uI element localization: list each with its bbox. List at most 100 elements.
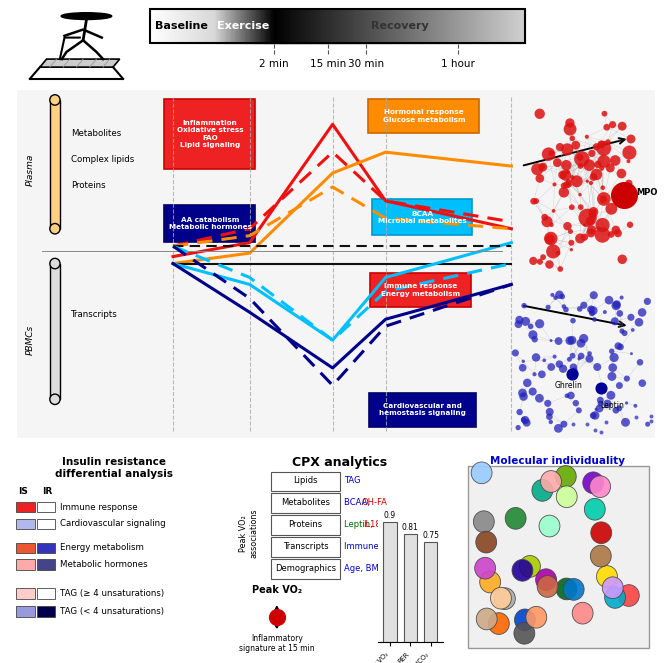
Bar bbox=[266, 9, 267, 43]
Bar bbox=[150, 9, 525, 43]
Bar bbox=[449, 9, 450, 43]
Bar bbox=[299, 9, 300, 43]
Point bbox=[587, 308, 597, 319]
Bar bbox=[483, 9, 484, 43]
Bar bbox=[346, 9, 348, 43]
Point bbox=[567, 335, 577, 345]
Point bbox=[561, 304, 571, 315]
Point bbox=[559, 187, 569, 198]
Bar bbox=[233, 9, 235, 43]
Text: Energy metabolism: Energy metabolism bbox=[60, 543, 144, 552]
Bar bbox=[515, 9, 517, 43]
Text: Peak VO₂
associations: Peak VO₂ associations bbox=[239, 509, 259, 558]
Circle shape bbox=[526, 607, 547, 628]
Point bbox=[562, 221, 573, 231]
Bar bbox=[336, 9, 338, 43]
Point bbox=[528, 256, 539, 267]
Bar bbox=[17, 502, 35, 512]
Bar bbox=[439, 9, 440, 43]
Point bbox=[634, 357, 645, 367]
Point bbox=[522, 377, 533, 388]
Text: Inflammatory
signature at 15 min: Inflammatory signature at 15 min bbox=[239, 634, 315, 653]
Point bbox=[569, 365, 580, 375]
Circle shape bbox=[473, 511, 494, 532]
Point bbox=[271, 612, 282, 623]
Point bbox=[595, 398, 606, 408]
Point bbox=[616, 168, 626, 179]
Bar bbox=[37, 606, 55, 617]
Bar bbox=[517, 9, 518, 43]
Bar bbox=[419, 9, 420, 43]
Text: Proteins: Proteins bbox=[71, 181, 106, 190]
Point bbox=[546, 362, 557, 373]
Bar bbox=[305, 9, 306, 43]
Bar bbox=[485, 9, 487, 43]
Point bbox=[589, 314, 600, 325]
Bar bbox=[467, 466, 649, 648]
Point bbox=[591, 169, 602, 180]
Bar bbox=[384, 9, 385, 43]
Point bbox=[606, 229, 616, 240]
Point bbox=[602, 398, 612, 409]
Bar bbox=[50, 100, 60, 229]
Point bbox=[545, 234, 555, 245]
Bar bbox=[185, 9, 186, 43]
Point bbox=[624, 147, 634, 158]
Bar bbox=[442, 9, 443, 43]
Point bbox=[546, 148, 557, 158]
Bar bbox=[345, 9, 346, 43]
Point bbox=[552, 157, 563, 168]
Point bbox=[589, 211, 599, 221]
Bar bbox=[487, 9, 488, 43]
Bar bbox=[375, 9, 376, 43]
Bar bbox=[191, 9, 192, 43]
Point bbox=[637, 378, 648, 389]
Text: Lipids: Lipids bbox=[293, 477, 318, 485]
Bar bbox=[295, 9, 296, 43]
Bar bbox=[154, 9, 155, 43]
Bar bbox=[520, 9, 521, 43]
Point bbox=[623, 156, 634, 166]
Bar bbox=[261, 9, 263, 43]
Point bbox=[598, 143, 609, 154]
Bar bbox=[251, 9, 252, 43]
Point bbox=[582, 418, 593, 429]
Circle shape bbox=[591, 545, 611, 567]
Circle shape bbox=[488, 613, 509, 634]
Circle shape bbox=[563, 579, 584, 600]
Point bbox=[566, 245, 577, 255]
Point bbox=[587, 211, 597, 221]
Bar bbox=[260, 9, 261, 43]
Ellipse shape bbox=[50, 223, 60, 234]
Point bbox=[615, 341, 626, 352]
Circle shape bbox=[541, 471, 561, 493]
Bar bbox=[243, 9, 245, 43]
Text: Transcripts: Transcripts bbox=[283, 542, 329, 551]
Point bbox=[589, 290, 599, 300]
Bar bbox=[317, 9, 319, 43]
Point bbox=[547, 290, 558, 300]
Point bbox=[575, 202, 586, 212]
Bar bbox=[155, 9, 156, 43]
Bar bbox=[290, 9, 291, 43]
Bar bbox=[521, 9, 523, 43]
Bar bbox=[161, 9, 162, 43]
Circle shape bbox=[476, 608, 497, 630]
Bar bbox=[190, 9, 191, 43]
Point bbox=[597, 182, 608, 193]
Point bbox=[567, 133, 578, 144]
Bar bbox=[168, 9, 170, 43]
Point bbox=[543, 302, 553, 313]
Point bbox=[637, 307, 648, 318]
Bar bbox=[17, 542, 35, 553]
Point bbox=[616, 326, 627, 336]
Bar bbox=[198, 9, 200, 43]
Point bbox=[581, 131, 592, 142]
Bar bbox=[422, 9, 423, 43]
Bar bbox=[392, 9, 394, 43]
Bar bbox=[245, 9, 246, 43]
Bar bbox=[463, 9, 464, 43]
Bar bbox=[500, 9, 501, 43]
Bar bbox=[174, 9, 175, 43]
Circle shape bbox=[555, 465, 577, 487]
